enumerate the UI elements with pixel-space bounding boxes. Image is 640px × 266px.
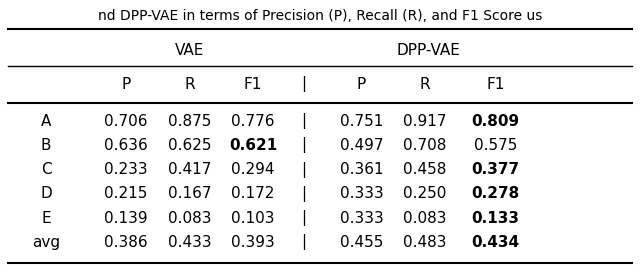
Text: F1: F1 (244, 77, 262, 92)
Text: 0.917: 0.917 (403, 114, 447, 129)
Text: |: | (301, 210, 307, 226)
Text: 0.875: 0.875 (168, 114, 211, 129)
Text: 0.434: 0.434 (471, 235, 519, 250)
Text: 0.083: 0.083 (403, 210, 447, 226)
Text: DPP-VAE: DPP-VAE (396, 43, 460, 57)
Text: 0.083: 0.083 (168, 210, 211, 226)
Text: 0.333: 0.333 (340, 186, 383, 201)
Text: 0.278: 0.278 (471, 186, 520, 201)
Text: 0.458: 0.458 (403, 162, 447, 177)
Text: 0.708: 0.708 (403, 138, 447, 153)
Text: A: A (41, 114, 51, 129)
Text: 0.172: 0.172 (232, 186, 275, 201)
Text: VAE: VAE (175, 43, 204, 57)
Text: |: | (301, 137, 307, 153)
Text: 0.386: 0.386 (104, 235, 147, 250)
Text: 0.361: 0.361 (340, 162, 383, 177)
Text: 0.233: 0.233 (104, 162, 147, 177)
Text: F1: F1 (486, 77, 504, 92)
Text: 0.455: 0.455 (340, 235, 383, 250)
Text: 0.636: 0.636 (104, 138, 148, 153)
Text: |: | (301, 76, 307, 92)
Text: 0.333: 0.333 (340, 210, 383, 226)
Text: 0.575: 0.575 (474, 138, 517, 153)
Text: 0.625: 0.625 (168, 138, 211, 153)
Text: 0.621: 0.621 (229, 138, 277, 153)
Text: |: | (301, 234, 307, 250)
Text: 0.103: 0.103 (231, 210, 275, 226)
Text: 0.139: 0.139 (104, 210, 147, 226)
Text: |: | (301, 113, 307, 129)
Text: 0.776: 0.776 (231, 114, 275, 129)
Text: 0.167: 0.167 (168, 186, 211, 201)
Text: avg: avg (32, 235, 60, 250)
Text: |: | (301, 186, 307, 202)
Text: D: D (40, 186, 52, 201)
Text: 0.250: 0.250 (403, 186, 447, 201)
Text: 0.377: 0.377 (471, 162, 519, 177)
Text: 0.215: 0.215 (104, 186, 147, 201)
Text: 0.433: 0.433 (168, 235, 211, 250)
Text: 0.417: 0.417 (168, 162, 211, 177)
Text: P: P (356, 77, 366, 92)
Text: 0.706: 0.706 (104, 114, 147, 129)
Text: 0.809: 0.809 (471, 114, 519, 129)
Text: B: B (41, 138, 51, 153)
Text: E: E (41, 210, 51, 226)
Text: |: | (301, 161, 307, 178)
Text: 0.133: 0.133 (471, 210, 519, 226)
Text: nd DPP-VAE in terms of Precision (P), Recall (R), and F1 Score us: nd DPP-VAE in terms of Precision (P), Re… (98, 9, 542, 23)
Text: C: C (41, 162, 51, 177)
Text: 0.393: 0.393 (231, 235, 275, 250)
Text: 0.751: 0.751 (340, 114, 383, 129)
Text: R: R (184, 77, 195, 92)
Text: P: P (121, 77, 131, 92)
Text: R: R (420, 77, 431, 92)
Text: 0.497: 0.497 (340, 138, 383, 153)
Text: 0.483: 0.483 (403, 235, 447, 250)
Text: 0.294: 0.294 (231, 162, 275, 177)
